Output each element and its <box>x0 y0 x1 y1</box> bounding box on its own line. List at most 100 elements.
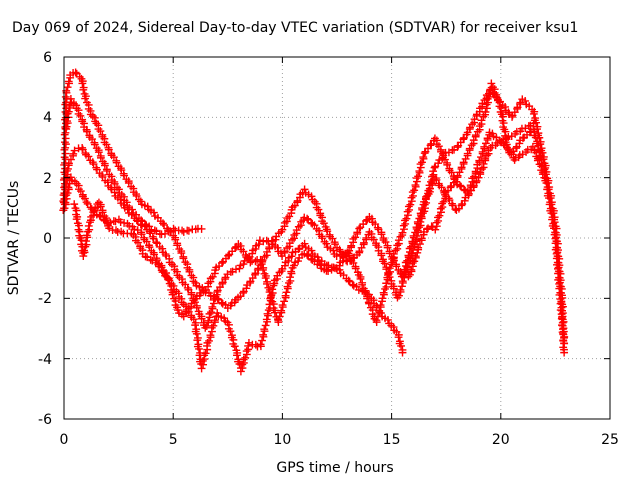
series-track-4 <box>61 94 206 239</box>
data-point <box>231 244 239 253</box>
data-point <box>140 201 149 210</box>
data-point <box>551 245 560 254</box>
data-point <box>63 189 72 197</box>
data-point <box>525 128 534 137</box>
data-point <box>206 291 215 300</box>
data-point <box>525 102 534 111</box>
y-tick-label-4: 4 <box>43 110 52 126</box>
data-point <box>83 199 92 208</box>
x-tick-label-0: 0 <box>60 432 69 448</box>
data-point <box>69 149 78 158</box>
data-point <box>287 267 296 276</box>
data-point <box>295 254 304 262</box>
data-point <box>519 134 527 142</box>
data-point <box>488 129 497 138</box>
data-point <box>540 173 549 182</box>
data-point <box>82 231 91 240</box>
data-point <box>317 257 326 266</box>
data-point <box>342 252 350 261</box>
data-point <box>158 244 167 253</box>
data-point <box>420 149 429 158</box>
x-tick-label-25: 25 <box>601 432 619 448</box>
data-point <box>313 260 322 269</box>
data-point <box>356 223 365 232</box>
data-point <box>553 260 561 269</box>
data-point <box>60 204 69 213</box>
data-point <box>232 265 240 274</box>
data-point <box>72 215 81 224</box>
x-tick-label-15: 15 <box>383 432 401 448</box>
data-point <box>218 299 227 308</box>
data-point <box>322 239 331 248</box>
data-point <box>214 312 223 320</box>
data-point <box>193 336 202 345</box>
data-point <box>345 277 354 286</box>
data-point <box>244 342 252 350</box>
data-point <box>429 167 438 176</box>
data-point <box>545 200 554 209</box>
data-point <box>215 262 223 271</box>
data-point <box>434 159 443 168</box>
data-point <box>398 282 406 291</box>
data-point <box>310 257 319 266</box>
data-point <box>485 93 494 101</box>
data-point <box>197 314 206 323</box>
x-tick-label-20: 20 <box>492 432 510 448</box>
data-point <box>219 257 227 266</box>
data-point <box>142 221 151 230</box>
data-point <box>394 333 403 342</box>
data-point <box>239 260 248 268</box>
data-point <box>220 314 229 323</box>
data-point <box>192 292 201 301</box>
data-point <box>554 269 562 278</box>
data-point <box>413 248 422 257</box>
data-point <box>339 271 348 279</box>
data-point <box>174 306 182 314</box>
data-point <box>79 252 88 260</box>
data-point <box>368 214 376 223</box>
data-point <box>542 179 551 187</box>
data-point <box>224 251 233 260</box>
data-point <box>282 288 291 297</box>
data-point <box>132 210 140 219</box>
data-point <box>558 321 566 330</box>
data-point <box>256 340 265 349</box>
data-point <box>175 309 183 318</box>
data-point <box>383 273 392 282</box>
data-point <box>283 282 292 291</box>
y-tick-label-0: 0 <box>43 231 52 247</box>
data-point <box>230 342 239 351</box>
y-tick-label-neg6: -6 <box>38 412 52 428</box>
data-point <box>344 276 353 285</box>
data-point <box>329 246 338 255</box>
data-point <box>78 79 87 88</box>
y-tick-label-2: 2 <box>43 171 52 187</box>
data-point <box>213 309 222 317</box>
data-point <box>314 256 323 264</box>
data-point <box>281 261 289 270</box>
x-tick-label-5: 5 <box>169 432 178 448</box>
data-point <box>228 247 237 256</box>
data-point <box>398 348 407 357</box>
data-point <box>261 321 270 330</box>
data-point <box>248 249 257 258</box>
data-point <box>191 279 200 287</box>
data-point <box>505 110 514 119</box>
data-point <box>130 225 139 234</box>
data-point <box>551 239 560 248</box>
data-point <box>128 205 136 214</box>
data-point <box>82 237 90 245</box>
data-point <box>152 238 160 247</box>
data-point <box>68 176 76 185</box>
data-point <box>385 264 394 273</box>
data-point <box>162 252 171 260</box>
data-point <box>515 139 524 148</box>
data-point <box>63 117 72 125</box>
data-point <box>138 217 147 226</box>
data-point <box>338 257 347 265</box>
data-point <box>355 224 364 233</box>
data-point <box>192 281 201 290</box>
data-point <box>556 299 565 308</box>
y-axis-label: SDTVAR / TECUs <box>6 181 22 296</box>
data-point <box>72 69 81 78</box>
